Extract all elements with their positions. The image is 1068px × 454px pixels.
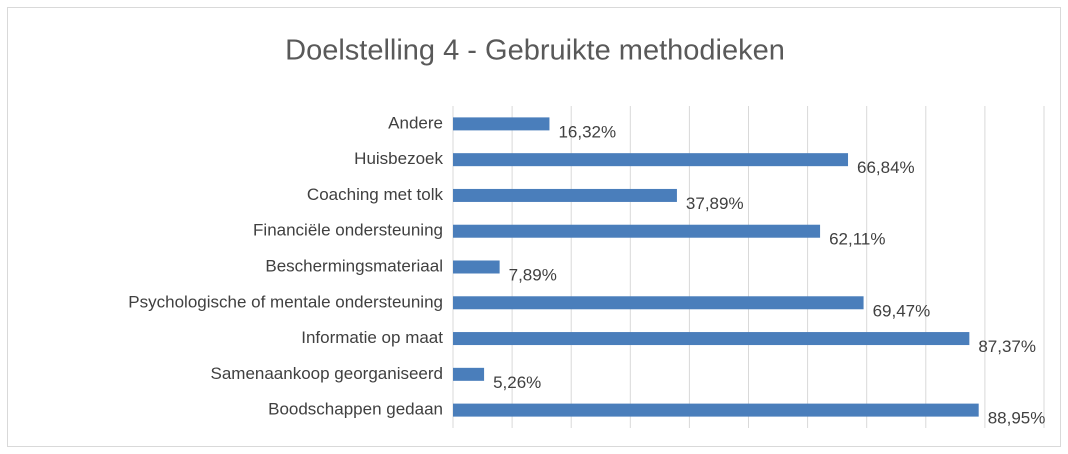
data-label: 7,89% xyxy=(509,265,557,284)
y-tick-label: Huisbezoek xyxy=(354,149,443,168)
y-tick-label: Boodschappen gedaan xyxy=(268,400,443,419)
data-label: 16,32% xyxy=(558,122,616,141)
y-tick-label: Coaching met tolk xyxy=(307,185,444,204)
data-label: 66,84% xyxy=(857,158,915,177)
bar xyxy=(453,117,550,131)
bar xyxy=(453,367,485,381)
data-label: 88,95% xyxy=(988,409,1046,428)
data-label: 62,11% xyxy=(829,230,885,249)
y-tick-label: Psychologische of mentale ondersteuning xyxy=(128,292,443,311)
data-label: 69,47% xyxy=(873,301,931,320)
y-tick-label: Andere xyxy=(388,113,443,132)
chart-title: Doelstelling 4 - Gebruikte methodieken xyxy=(285,35,785,67)
bar xyxy=(453,224,821,238)
data-label: 5,26% xyxy=(493,373,541,392)
y-tick-label: Beschermingsmateriaal xyxy=(265,256,443,275)
data-label: 37,89% xyxy=(686,194,744,213)
bar xyxy=(453,296,864,310)
bar xyxy=(453,403,979,417)
bar xyxy=(453,153,849,167)
y-tick-label: Financiële ondersteuning xyxy=(253,221,443,240)
y-tick-label: Informatie op maat xyxy=(301,328,443,347)
bar xyxy=(453,188,677,202)
y-tick-label: Samenaankoop georganiseerd xyxy=(210,364,443,383)
bar xyxy=(453,260,500,274)
data-label: 87,37% xyxy=(978,337,1036,356)
bar xyxy=(453,332,970,346)
